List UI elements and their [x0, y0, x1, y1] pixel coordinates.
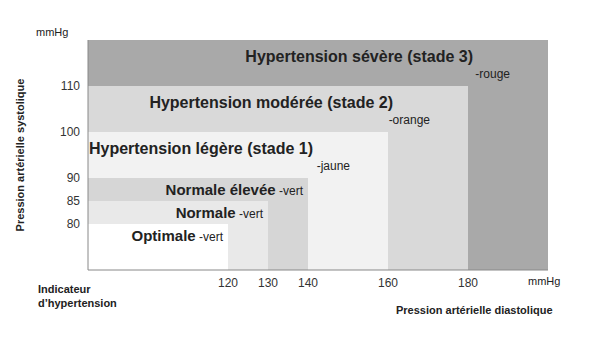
- html-text:d’hypertension: d’hypertension: [38, 297, 117, 309]
- svg-text:Pression artérielle systolique: Pression artérielle systolique: [14, 79, 26, 232]
- svg-text:90: 90: [67, 171, 81, 185]
- svg-text:110: 110: [61, 79, 80, 93]
- html-text:mmHg: mmHg: [36, 26, 69, 38]
- html-text:Pression artérielle diastoliqu: Pression artérielle diastolique: [396, 304, 553, 316]
- svg-text:Hypertension modérée (stade 2): Hypertension modérée (stade 2): [149, 94, 393, 111]
- svg-text:-jaune: -jaune: [317, 159, 351, 173]
- svg-text:80: 80: [67, 217, 81, 231]
- svg-text:Hypertension sévère (stade 3): Hypertension sévère (stade 3): [245, 48, 473, 65]
- html-text:Indicateur: Indicateur: [38, 283, 91, 295]
- svg-text:180: 180: [458, 276, 478, 290]
- svg-text:130: 130: [258, 276, 278, 290]
- svg-text:Normale -vert: Normale -vert: [176, 204, 264, 221]
- svg-text:Optimale -vert: Optimale -vert: [131, 227, 223, 244]
- svg-text:-orange: -orange: [389, 113, 431, 127]
- svg-text:120: 120: [218, 276, 238, 290]
- svg-text:Hypertension légère (stade 1): Hypertension légère (stade 1): [89, 140, 313, 157]
- svg-text:160: 160: [378, 276, 398, 290]
- svg-text:85: 85: [67, 194, 81, 208]
- svg-text:-rouge: -rouge: [475, 67, 510, 81]
- svg-text:140: 140: [298, 276, 318, 290]
- svg-text:100: 100: [60, 125, 80, 139]
- html-text:mmHg: mmHg: [528, 275, 561, 287]
- svg-text:Normale élevée -vert: Normale élevée -vert: [166, 181, 304, 198]
